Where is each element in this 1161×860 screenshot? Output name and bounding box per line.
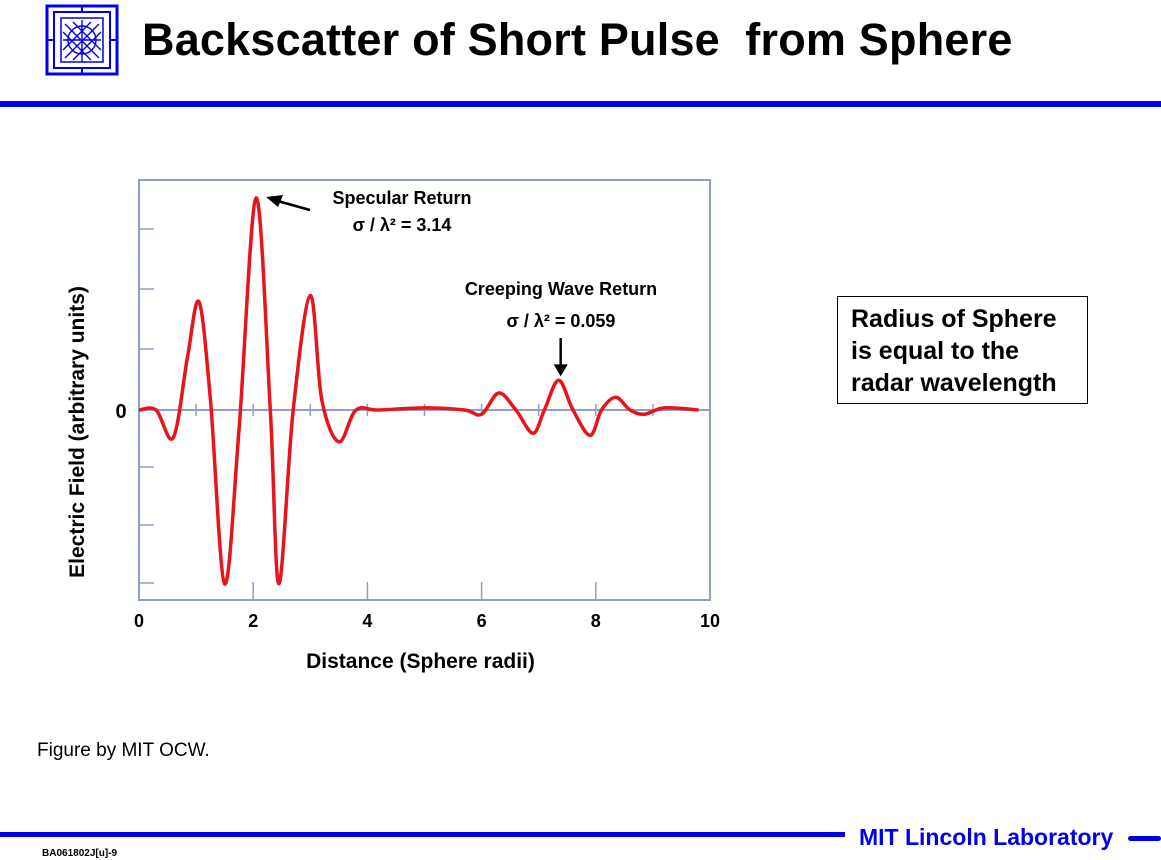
creeping-wave-arrowhead bbox=[553, 364, 568, 377]
creeping-wave-formula: σ / λ² = 0.059 bbox=[507, 311, 616, 331]
footer-lab-name: MIT Lincoln Laboratory bbox=[859, 824, 1114, 850]
specular-return-formula: σ / λ² = 3.14 bbox=[353, 215, 452, 235]
note-line: radar wavelength bbox=[851, 369, 1057, 397]
footer-code: BA061802J[u]-9 bbox=[42, 848, 118, 859]
specular-return-arrowhead bbox=[266, 195, 284, 207]
figure-caption: Figure by MIT OCW. bbox=[37, 740, 210, 761]
y-axis-label: Electric Field (arbitrary units) bbox=[66, 286, 89, 578]
sphere-radius-note: Radius of Sphere is equal to the radar w… bbox=[837, 296, 1088, 404]
electric-field-curve bbox=[138, 196, 699, 586]
footer-dash bbox=[1128, 836, 1161, 841]
footer-rule bbox=[0, 832, 845, 837]
plot-frame bbox=[138, 179, 711, 601]
y-tick-label: 0 bbox=[115, 401, 126, 423]
note-line: Radius of Sphere bbox=[851, 305, 1057, 333]
x-tick-label: 0 bbox=[134, 611, 144, 631]
x-tick-label: 10 bbox=[700, 611, 720, 631]
creeping-wave-label: Creeping Wave Return bbox=[465, 279, 657, 299]
x-tick-label: 6 bbox=[477, 611, 487, 631]
note-line: is equal to the bbox=[851, 337, 1020, 365]
slide-title: Backscatter of Short Pulse from Sphere bbox=[142, 14, 1013, 65]
title-underline bbox=[0, 101, 1161, 107]
specular-return-label: Specular Return bbox=[332, 188, 471, 208]
x-axis-label: Distance (Sphere radii) bbox=[306, 650, 535, 673]
electric-field-chart: 0 2 4 6 8 10 0 Distance (Sphere radii) Electric … bbox=[0, 120, 760, 700]
mit-ll-logo-icon bbox=[45, 4, 119, 76]
x-tick-label: 4 bbox=[362, 611, 372, 631]
x-tick-label: 8 bbox=[591, 611, 601, 631]
x-tick-label: 2 bbox=[248, 611, 258, 631]
